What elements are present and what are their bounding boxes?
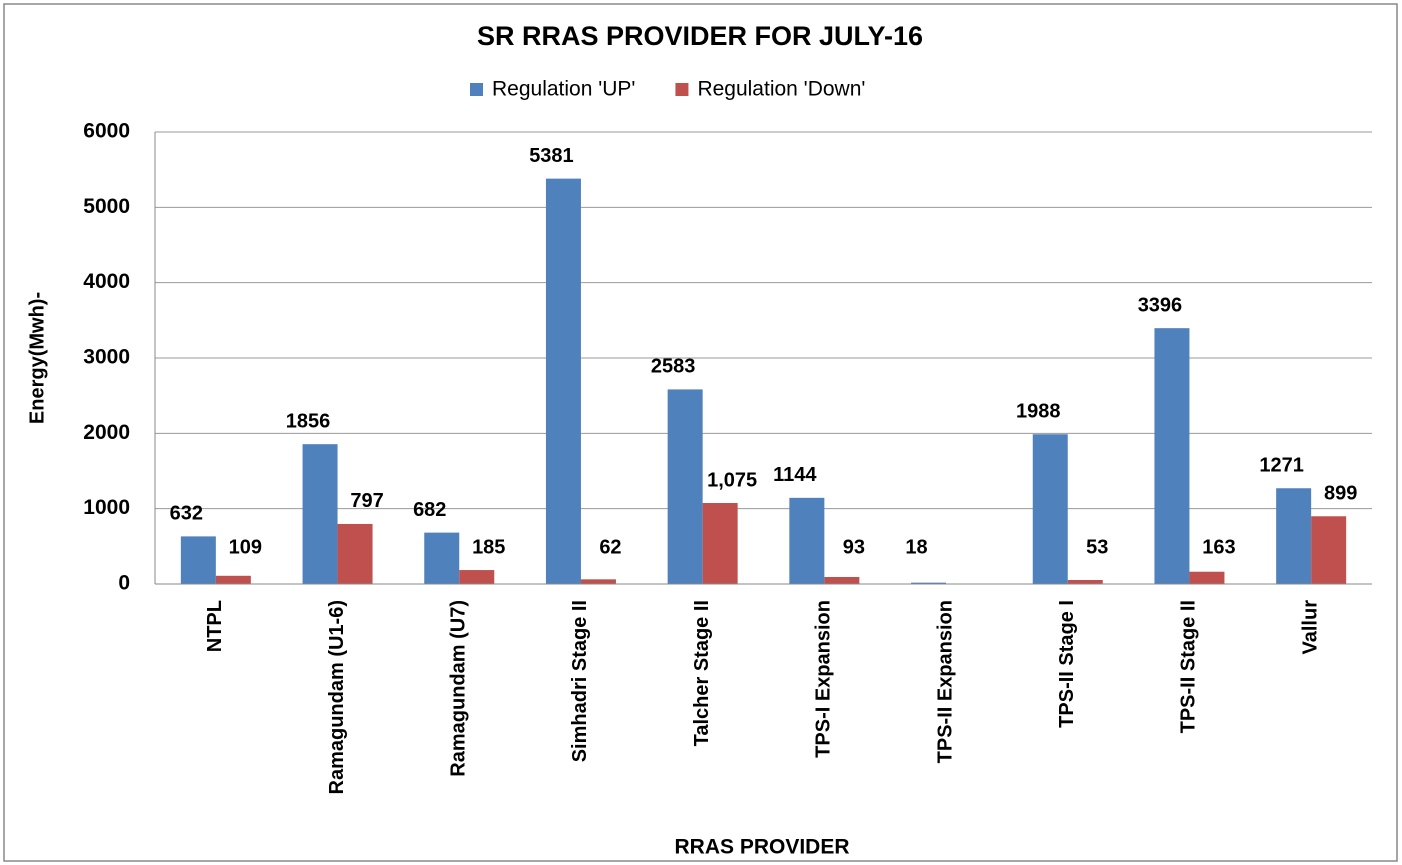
data-label: 185 — [472, 536, 505, 558]
legend-swatch — [675, 83, 689, 96]
y-tick-label: 0 — [118, 572, 130, 595]
x-tick-label: Simhadri Stage II — [569, 600, 591, 762]
bar — [459, 570, 495, 584]
x-tick-label: TPS-II Stage I — [1056, 600, 1078, 728]
data-label: 3396 — [1138, 294, 1183, 316]
data-label: 1988 — [1016, 401, 1061, 423]
data-label: 18 — [905, 536, 927, 558]
y-tick-label: 4000 — [83, 270, 130, 293]
bar — [1154, 328, 1190, 584]
x-tick-label: Talcher Stage II — [691, 600, 713, 746]
y-tick-label: 2000 — [83, 421, 130, 444]
data-label: 899 — [1324, 483, 1357, 505]
data-label: 5381 — [529, 145, 574, 167]
data-label: 109 — [229, 536, 262, 558]
bar — [180, 536, 216, 584]
data-label: 632 — [170, 503, 203, 525]
x-tick-label: TPS-II Expansion — [934, 600, 956, 763]
bar — [580, 579, 616, 584]
x-axis-label: RRAS PROVIDER — [674, 836, 849, 859]
legend-label: Regulation 'UP' — [492, 78, 635, 101]
bar — [1311, 516, 1347, 584]
data-label: 1144 — [773, 464, 817, 486]
bar — [215, 575, 251, 584]
bar — [424, 532, 460, 584]
bar — [302, 444, 338, 584]
bar — [1189, 571, 1225, 584]
bar — [824, 576, 860, 584]
data-label: 163 — [1202, 536, 1235, 558]
bar — [545, 178, 581, 584]
legend-swatch — [470, 83, 483, 96]
y-tick-label: 5000 — [83, 195, 130, 218]
bar — [337, 523, 373, 584]
data-label: 797 — [350, 490, 383, 512]
bar — [1276, 488, 1312, 584]
x-tick-label: NTPL — [204, 600, 226, 652]
bar — [667, 389, 703, 584]
y-tick-label: 6000 — [83, 120, 130, 143]
data-label: 1271 — [1259, 455, 1304, 477]
x-tick-label: TPS-II Stage II — [1178, 600, 1200, 733]
data-label: 93 — [843, 536, 865, 558]
bar — [702, 503, 738, 584]
x-tick-label: Ramagundam (U7) — [448, 600, 470, 777]
data-label: 1,075 — [707, 469, 757, 491]
x-tick-label: Ramagundam (U1-6) — [326, 600, 348, 794]
data-label: 1856 — [286, 410, 331, 432]
x-tick-label: Vallur — [1299, 600, 1321, 655]
data-label: 682 — [413, 499, 446, 521]
bar — [1032, 434, 1068, 584]
y-axis-label: Energy(Mwh)- — [26, 292, 48, 424]
chart-title: SR RRAS PROVIDER FOR JULY-16 — [477, 21, 923, 51]
x-tick-label: TPS-I Expansion — [813, 600, 835, 758]
bar — [1067, 580, 1103, 584]
bar — [911, 582, 947, 584]
y-tick-label: 1000 — [83, 496, 130, 519]
data-label: 2583 — [651, 356, 696, 378]
data-label: 62 — [599, 536, 621, 558]
bar — [789, 497, 825, 584]
legend-label: Regulation 'Down' — [697, 78, 865, 101]
y-tick-label: 3000 — [83, 346, 130, 369]
data-label: 53 — [1086, 536, 1108, 558]
